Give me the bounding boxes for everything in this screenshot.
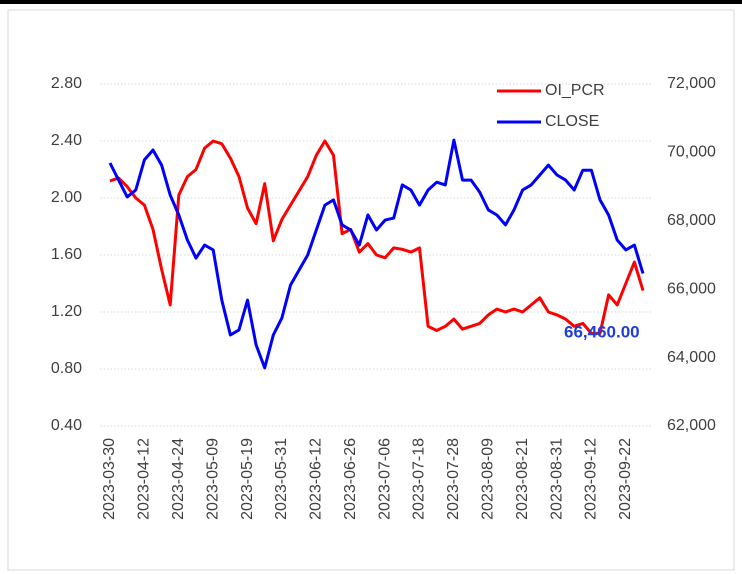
x-tick-label: 2023-08-31: [548, 438, 565, 520]
x-tick-label: 2023-07-18: [411, 438, 428, 520]
x-tick-label: 2023-08-21: [514, 438, 531, 520]
y2-tick-label: 64,000: [667, 349, 716, 366]
x-tick-label: 2023-05-09: [204, 438, 221, 520]
x-tick-label: 2023-09-22: [617, 438, 634, 520]
y2-tick-label: 68,000: [667, 212, 716, 229]
y2-tick-label: 66,000: [667, 280, 716, 297]
y-tick-label: 2.00: [51, 189, 82, 206]
x-tick-label: 2023-07-06: [376, 438, 393, 520]
x-tick-label: 2023-08-09: [479, 438, 496, 520]
chart-frame: [7, 9, 735, 571]
x-tick-label: 2023-04-24: [170, 438, 187, 520]
y-tick-label: 2.40: [51, 132, 82, 149]
y2-tick-label: 62,000: [667, 417, 716, 434]
series-line: [109, 139, 645, 335]
y-tick-label: 0.40: [51, 417, 82, 434]
legend-label: CLOSE: [545, 113, 599, 130]
x-tick-label: 2023-03-30: [101, 438, 118, 520]
x-tick-label: 2023-06-12: [308, 438, 325, 520]
x-tick-label: 2023-06-26: [342, 438, 359, 520]
x-tick-label: 2023-05-19: [239, 438, 256, 520]
x-tick-label: 2023-07-28: [445, 438, 462, 520]
x-tick-label: 2023-09-12: [583, 438, 600, 520]
y2-tick-label: 70,000: [667, 144, 716, 161]
y2-tick-label: 72,000: [667, 75, 716, 92]
y-tick-label: 1.60: [51, 246, 82, 263]
x-tick-label: 2023-04-12: [136, 438, 153, 520]
series-line: [108, 138, 645, 370]
annotation: 66,460.00: [564, 322, 640, 341]
y-tick-label: 1.20: [51, 303, 82, 320]
y-tick-label: 2.80: [51, 75, 82, 92]
x-tick-label: 2023-05-31: [273, 438, 290, 520]
top-border: [0, 0, 742, 4]
legend-label: OI_PCR: [545, 82, 605, 99]
y-tick-label: 0.80: [51, 360, 82, 377]
